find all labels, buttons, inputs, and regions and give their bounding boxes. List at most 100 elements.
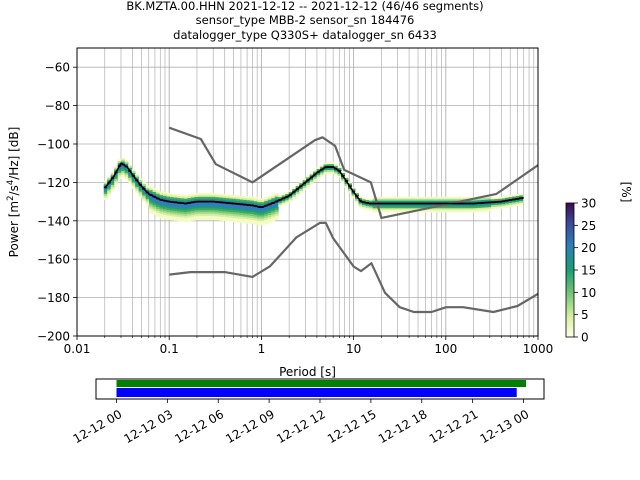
heatmap-cell <box>177 209 181 212</box>
heatmap-cell <box>355 191 359 194</box>
heatmap-cell <box>313 177 318 180</box>
heatmap-cell <box>512 196 516 199</box>
heatmap-cell <box>372 200 377 203</box>
heatmap-cell <box>452 196 457 200</box>
heatmap-cell <box>110 175 115 178</box>
heatmap-cell <box>117 167 122 170</box>
heatmap-cell <box>431 198 436 201</box>
heatmap-cell <box>131 182 136 185</box>
heatmap-cell <box>173 203 178 206</box>
heatmap-cell <box>344 181 349 185</box>
heatmap-cell <box>491 203 496 206</box>
heatmap-cell <box>417 206 422 209</box>
heatmap-cell <box>330 169 335 173</box>
heatmap-cell <box>351 186 356 189</box>
heatmap-cell <box>515 201 520 204</box>
heatmap-cell <box>320 174 325 177</box>
heatmap-cell <box>225 211 230 214</box>
heatmap-cell <box>152 203 157 206</box>
heatmap-cell <box>197 206 202 209</box>
heatmap-cell <box>410 200 415 203</box>
heatmap-cell <box>229 208 234 211</box>
timeline-tick-label: 12-12 00 <box>71 407 125 446</box>
heatmap-cell <box>246 213 251 216</box>
colorbar-tick-label: 10 <box>581 286 596 300</box>
heatmap-cell <box>477 209 482 213</box>
heatmap-cell <box>410 204 415 207</box>
heatmap-cell <box>267 199 272 202</box>
heatmap-cell <box>463 204 468 207</box>
heatmap-cell <box>211 217 216 221</box>
heatmap-cell <box>166 210 171 213</box>
heatmap-cell <box>344 178 349 181</box>
heatmap-cell <box>187 200 192 203</box>
heatmap-cell <box>166 196 171 199</box>
heatmap-cell <box>184 210 188 213</box>
heatmap-cell <box>163 215 167 218</box>
heatmap-cell <box>163 207 167 210</box>
heatmap-cell <box>211 206 216 209</box>
heatmap-cell <box>403 206 408 209</box>
heatmap-cell <box>306 177 311 180</box>
heatmap-cell <box>246 196 251 199</box>
heatmap-cell <box>194 196 199 200</box>
heatmap-cell <box>246 211 251 214</box>
x-tick-label: 1000 <box>523 342 554 356</box>
heatmap-cell <box>477 204 482 207</box>
heatmap-cell <box>368 204 373 207</box>
heatmap-cell <box>379 200 384 203</box>
heatmap-cell <box>473 208 478 211</box>
heatmap-cell <box>232 198 237 202</box>
heatmap-cell <box>260 223 265 226</box>
heatmap-cell <box>501 206 506 209</box>
heatmap-cell <box>138 191 143 194</box>
heatmap-cell <box>264 220 269 223</box>
heatmap-cell <box>246 206 251 209</box>
heatmap-cell <box>253 222 258 225</box>
heatmap-cell <box>438 208 443 211</box>
heatmap-cell <box>267 213 272 216</box>
heatmap-cell <box>197 192 202 196</box>
heatmap-cell <box>208 210 213 213</box>
heatmap-cell <box>267 205 272 208</box>
heatmap-cell <box>173 195 178 198</box>
heatmap-cell <box>222 199 227 202</box>
heatmap-cell <box>491 199 496 202</box>
heatmap-cell <box>320 172 325 175</box>
heatmap-cell <box>285 193 290 197</box>
plot-frame <box>76 47 539 337</box>
heatmap-cell <box>327 162 331 165</box>
heatmap-cell <box>170 199 174 202</box>
heatmap-cell <box>117 176 122 179</box>
heatmap-cell <box>239 209 244 212</box>
heatmap-cell <box>156 193 160 196</box>
heatmap-cell <box>264 212 269 215</box>
heatmap-cell <box>271 205 276 209</box>
heatmap-cell <box>260 209 265 213</box>
heatmap-cell <box>386 208 391 211</box>
heatmap-cell <box>204 214 209 217</box>
heatmap-cell <box>218 193 223 196</box>
heatmap-cell <box>215 212 220 215</box>
heatmap-cell <box>348 187 352 190</box>
heatmap-cell <box>163 211 167 214</box>
heatmap-cell <box>512 194 516 197</box>
heatmap-cell <box>320 166 325 169</box>
heatmap-cell <box>197 202 202 205</box>
heatmap-cell <box>211 204 216 207</box>
heatmap-cell <box>487 207 492 210</box>
heatmap-cell <box>187 213 192 216</box>
heatmap-cell <box>225 203 230 207</box>
heatmap-cell <box>292 196 297 199</box>
heatmap-cell <box>225 213 230 216</box>
heatmap-cell <box>477 206 482 209</box>
heatmap-cell <box>243 219 248 222</box>
heatmap-cell <box>501 204 506 207</box>
heatmap-cell <box>253 210 258 214</box>
heatmap-cell <box>438 198 443 201</box>
heatmap-cell <box>396 200 401 203</box>
heatmap-cell <box>330 164 335 167</box>
heatmap-cell <box>341 180 345 183</box>
heatmap-cell <box>121 174 126 178</box>
heatmap-cell <box>309 180 314 183</box>
